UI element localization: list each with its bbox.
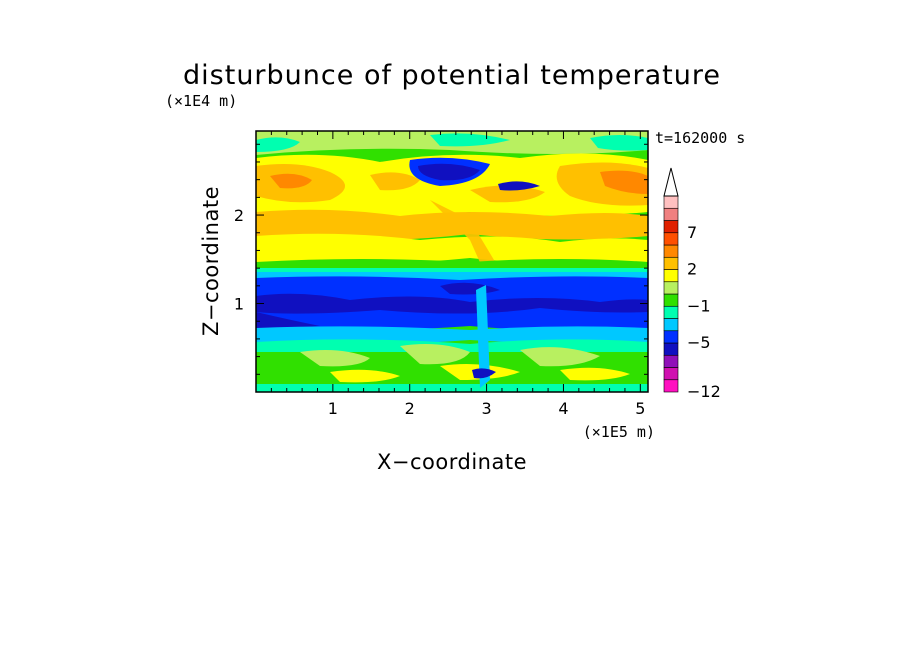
colorbar-swatch xyxy=(663,220,679,234)
cyan-top-center xyxy=(430,133,510,147)
orange-mid-band xyxy=(256,209,648,241)
colorbar-extend-arrow xyxy=(663,167,679,197)
x-axis-ticks: 1 2 3 4 5 xyxy=(270,131,645,418)
cyan-top-right xyxy=(590,135,648,151)
time-label: t=162000 s xyxy=(655,129,745,147)
colorbar-swatch xyxy=(663,330,679,344)
x-tick-label: 4 xyxy=(558,399,568,418)
colorbar-tick-label: −5 xyxy=(687,333,711,352)
x-tick-label: 1 xyxy=(328,399,338,418)
orange-center-blob-2 xyxy=(470,185,545,203)
y-axis-ticks: 12 xyxy=(234,143,648,375)
colorbar-swatch xyxy=(663,244,679,258)
dark-orange-right xyxy=(600,170,648,194)
x-tick-label: 3 xyxy=(481,399,491,418)
colorbar-swatch xyxy=(663,367,679,381)
y-tick-label: 2 xyxy=(234,206,244,225)
chart-title: disturbunce of potential temperature xyxy=(183,60,721,91)
navy-band-core xyxy=(256,293,648,314)
navy-upper-blob xyxy=(418,163,480,181)
y-axis-label: Z−coordinate xyxy=(199,186,223,336)
yellow-mid-band xyxy=(256,233,648,265)
plume-stripe xyxy=(476,285,490,388)
colorbar-swatch xyxy=(663,207,679,221)
dark-orange-left xyxy=(270,173,312,189)
colorbar-swatch xyxy=(663,256,679,270)
navy-bottom-blob xyxy=(472,368,496,379)
heatmap-field xyxy=(256,131,648,392)
yellowgreen-lower-blobs xyxy=(300,344,600,367)
x-unit-label: (×1E5 m) xyxy=(583,423,655,441)
x-tick-label: 5 xyxy=(635,399,645,418)
colorbar-swatch xyxy=(663,293,679,307)
y-unit-label: (×1E4 m) xyxy=(165,92,237,110)
cyan-top-left xyxy=(256,137,300,152)
colorbar-swatch xyxy=(663,281,679,295)
colorbar-swatch xyxy=(663,318,679,332)
orange-center-blob xyxy=(370,172,420,191)
plot-frame xyxy=(255,130,649,393)
navy-upper-blob-2 xyxy=(498,181,540,191)
colorbar-swatch xyxy=(663,379,679,393)
colorbar-swatch xyxy=(663,354,679,368)
colorbar-swatch xyxy=(663,195,679,209)
cyan-bottom-strip xyxy=(256,384,648,392)
colorbar-swatch xyxy=(663,232,679,246)
colorbar-swatch xyxy=(663,269,679,283)
colorbar-tick-label: 7 xyxy=(687,223,697,242)
colorbar-swatch xyxy=(663,305,679,319)
colorbar-tick-label: 2 xyxy=(687,260,697,279)
colorbar-tick-label: −1 xyxy=(687,296,711,315)
x-tick-label: 2 xyxy=(405,399,415,418)
colorbar-tick-label: −12 xyxy=(687,382,721,401)
colorbar: −12−5−127 xyxy=(663,167,721,401)
yellow-upper-band xyxy=(256,153,648,219)
navy-left-tail xyxy=(256,312,320,330)
y-tick-label: 1 xyxy=(234,295,244,314)
x-axis-label: X−coordinate xyxy=(377,450,527,474)
colorbar-swatch xyxy=(663,342,679,356)
